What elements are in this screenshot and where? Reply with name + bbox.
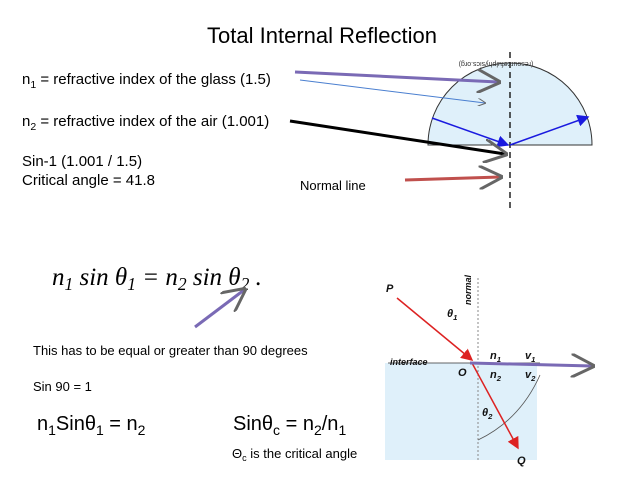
label: θ1 xyxy=(447,308,457,322)
text: = refractive index of the air (1.001) xyxy=(36,113,269,130)
eq-part: sin θ xyxy=(73,264,127,291)
f-part: n xyxy=(37,413,48,435)
note: This has to be equal or greater than 90 … xyxy=(33,343,308,358)
label: 2 xyxy=(487,412,493,421)
f-part: 2 xyxy=(314,422,322,438)
f-part: c xyxy=(273,422,280,438)
eq-part: 2 xyxy=(241,274,250,294)
f-part: Sinθ xyxy=(233,413,273,435)
label: 2 xyxy=(496,374,502,383)
pointer-arrow xyxy=(469,363,592,366)
f-part: = n xyxy=(104,413,138,435)
label: P xyxy=(386,283,394,295)
eq-part: 1 xyxy=(127,274,136,294)
label: v1 xyxy=(525,350,535,364)
note: Sin 90 = 1 xyxy=(33,379,92,394)
definition: n2 = refractive index of the air (1.001) xyxy=(22,113,269,133)
pointer-arrow xyxy=(299,79,485,103)
f-part: = n xyxy=(280,413,314,435)
label: n1 xyxy=(490,350,501,364)
normal-line-label: Normal line xyxy=(300,178,366,193)
label: 1 xyxy=(531,355,535,364)
equation: n1 sin θ1 = n2 sin θ2 . xyxy=(52,264,262,294)
f-part: 2 xyxy=(138,422,146,438)
critical-note: Θc is the critical angle xyxy=(232,446,357,463)
text: is the critical angle xyxy=(247,446,358,461)
text: = refractive index of the glass (1.5) xyxy=(36,71,271,88)
label: n xyxy=(490,350,497,362)
label: normal xyxy=(463,274,473,305)
f-part: /n xyxy=(322,413,339,435)
label: v xyxy=(525,369,532,381)
label: n2 xyxy=(490,369,502,383)
watermark: (resourcefulphysics.org) xyxy=(459,60,534,67)
f-part: Sinθ xyxy=(56,413,96,435)
pointer-arrow xyxy=(404,177,500,180)
label: v2 xyxy=(525,369,536,383)
label: interface xyxy=(390,357,428,367)
f-part: 1 xyxy=(96,422,104,438)
pointer-arrow xyxy=(294,72,498,82)
ray xyxy=(396,297,474,361)
calculation: Sin-1 (1.001 / 1.5) xyxy=(22,153,142,170)
symbol: n xyxy=(22,113,30,130)
calculation: Critical angle = 41.8 xyxy=(22,172,155,189)
label: 1 xyxy=(497,355,501,364)
label: 1 xyxy=(453,313,457,322)
curve xyxy=(477,374,541,441)
f-part: 1 xyxy=(48,422,56,438)
label: θ xyxy=(447,308,453,320)
label: 2 xyxy=(530,374,536,383)
eq-part: n xyxy=(52,264,65,291)
symbol: Θ xyxy=(232,446,242,461)
symbol: n xyxy=(22,71,30,88)
ray xyxy=(471,362,519,450)
title: Total Internal Reflection xyxy=(207,23,437,48)
label: n xyxy=(490,369,497,381)
label: Q xyxy=(517,455,526,467)
subscript: 2 xyxy=(30,121,36,133)
eq-part: 1 xyxy=(65,274,74,294)
subscript: c xyxy=(242,453,247,463)
pointer-arrow xyxy=(194,290,244,329)
eq-part: = n xyxy=(136,264,178,291)
eq-part: sin θ xyxy=(187,264,241,291)
ray xyxy=(509,114,590,146)
eq-part: 2 xyxy=(178,274,187,294)
label: v xyxy=(525,350,532,362)
eq-part: . xyxy=(249,264,262,291)
pointer-arrow xyxy=(289,119,505,154)
label: θ2 xyxy=(482,407,493,421)
formula: n1Sinθ1 = n2 xyxy=(37,413,146,438)
definition: n1 = refractive index of the glass (1.5) xyxy=(22,71,271,91)
subscript: 1 xyxy=(30,79,36,91)
formula: Sinθc = n2/n1 xyxy=(233,413,346,438)
label: O xyxy=(458,367,467,379)
label: θ xyxy=(482,407,488,419)
f-part: 1 xyxy=(338,422,346,438)
